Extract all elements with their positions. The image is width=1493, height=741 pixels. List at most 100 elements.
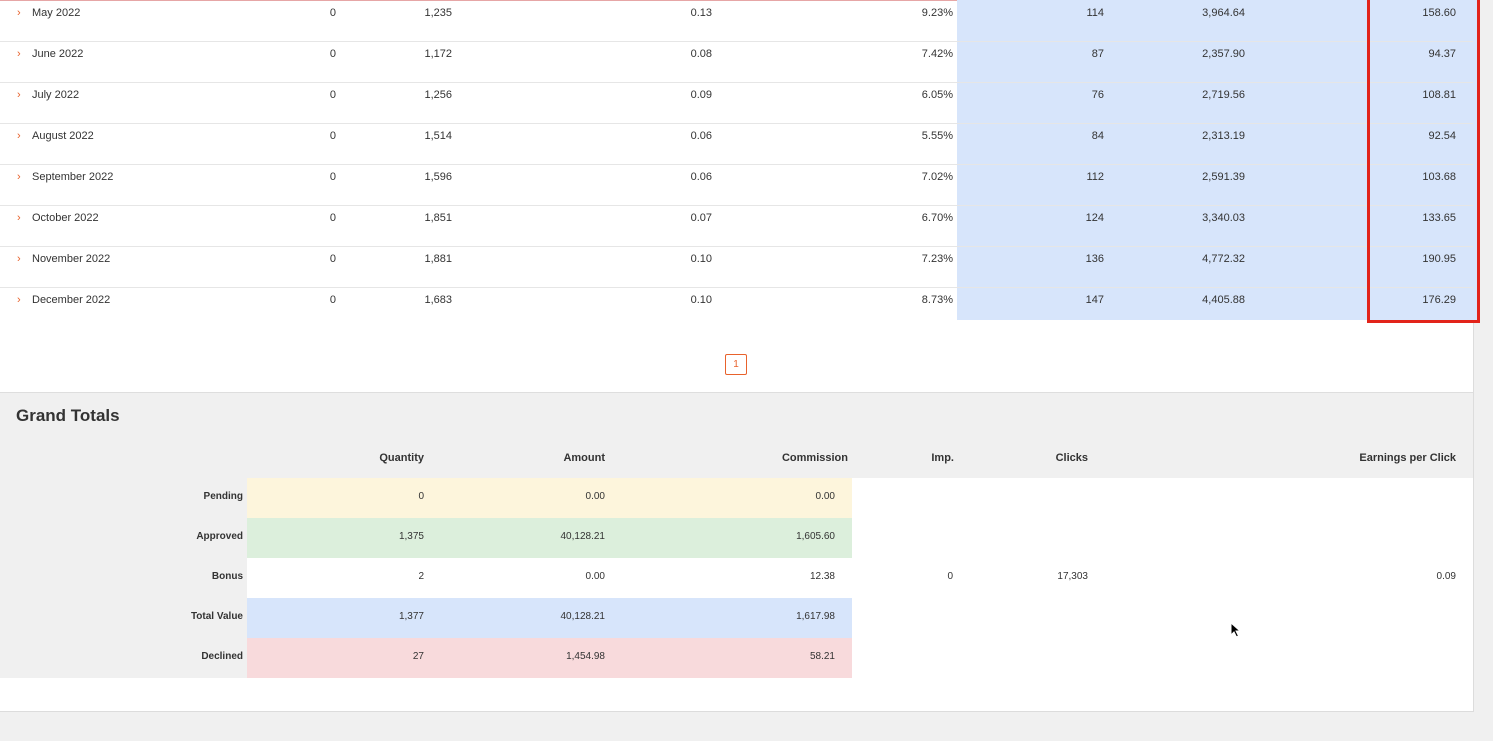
cell-col3: 0.10 xyxy=(690,253,712,265)
chevron-right-icon[interactable]: › xyxy=(17,7,21,19)
table-row[interactable]: › December 2022 0 1,683 0.10 8.73% 147 4,405.88… xyxy=(0,287,1473,328)
chevron-right-icon[interactable]: › xyxy=(17,130,21,142)
grand-totals-row: Pending 0 0.00 0.00 xyxy=(0,478,1473,518)
grand-totals-row: Approved 1,375 40,128.21 1,605.60 xyxy=(0,518,1473,558)
cell-amount: 40,128.21 xyxy=(560,611,606,622)
cell-col6: 2,357.90 xyxy=(1202,48,1245,60)
table-row[interactable]: › August 2022 0 1,514 0.06 5.55% 84 2,313.19 92.… xyxy=(0,123,1473,165)
row-status-fill xyxy=(247,518,852,558)
row-label: Declined xyxy=(201,651,243,662)
row-month-label[interactable]: November 2022 xyxy=(32,253,111,265)
row-month-label[interactable]: October 2022 xyxy=(32,212,99,224)
grand-totals-column-headers: Quantity Amount Commission Imp. Clicks E… xyxy=(0,438,1473,478)
chevron-right-icon[interactable]: › xyxy=(17,171,21,183)
table-row[interactable]: › November 2022 0 1,881 0.10 7.23% 136 4,772.32… xyxy=(0,246,1473,288)
cell-col3: 0.07 xyxy=(690,212,712,224)
grand-totals-title: Grand Totals xyxy=(16,406,120,425)
table-row[interactable]: › July 2022 0 1,256 0.09 6.05% 76 2,719.56 108.8… xyxy=(0,82,1473,124)
cell-col7: 108.81 xyxy=(1422,89,1456,101)
cell-col6: 4,772.32 xyxy=(1202,253,1245,265)
cell-col2: 1,683 xyxy=(424,294,452,306)
table-row[interactable]: › June 2022 0 1,172 0.08 7.42% 87 2,357.90 94.37 xyxy=(0,41,1473,83)
cell-commission: 1,605.60 xyxy=(796,531,835,542)
cell-commission: 58.21 xyxy=(809,651,835,662)
row-label-cell: Bonus xyxy=(0,558,247,598)
row-label: Total Value xyxy=(190,611,243,622)
cell-col5: 136 xyxy=(1085,253,1104,265)
row-label: Pending xyxy=(203,491,243,502)
pagination-page-1[interactable]: 1 xyxy=(725,354,747,375)
cell-col1: 0 xyxy=(329,171,336,183)
cell-col3: 0.08 xyxy=(690,48,712,60)
row-status-fill xyxy=(247,598,852,638)
cell-clicks: 17,303 xyxy=(1057,571,1088,582)
cell-col4: 7.23% xyxy=(921,253,953,265)
cell-col3: 0.10 xyxy=(690,294,712,306)
cell-quantity: 1,375 xyxy=(398,531,424,542)
cell-col4: 7.42% xyxy=(921,48,953,60)
cell-col4: 6.70% xyxy=(921,212,953,224)
cell-col1: 0 xyxy=(329,253,336,265)
cell-col1: 0 xyxy=(329,130,336,142)
col-earnings-per-click: Earnings per Click xyxy=(1359,452,1456,464)
cell-col6: 3,964.64 xyxy=(1202,7,1245,19)
row-month-label[interactable]: July 2022 xyxy=(32,89,80,101)
col-quantity: Quantity xyxy=(379,452,424,464)
cell-col1: 0 xyxy=(329,294,336,306)
chevron-right-icon[interactable]: › xyxy=(17,253,21,265)
row-month-label[interactable]: December 2022 xyxy=(32,294,111,306)
cell-col7: 94.37 xyxy=(1428,48,1456,60)
row-label-cell: Approved xyxy=(0,518,247,558)
cell-col5: 147 xyxy=(1085,294,1104,306)
cell-col3: 0.06 xyxy=(690,130,712,142)
row-month-label[interactable]: May 2022 xyxy=(32,7,81,19)
cell-commission: 0.00 xyxy=(815,491,835,502)
cell-col2: 1,596 xyxy=(424,171,452,183)
highlight-box xyxy=(1367,0,1480,323)
row-label-cell: Declined xyxy=(0,638,247,678)
cell-col4: 8.73% xyxy=(921,294,953,306)
cell-col7: 176.29 xyxy=(1422,294,1456,306)
row-label: Approved xyxy=(196,531,243,542)
row-label: Bonus xyxy=(211,571,243,582)
cell-earnings-per-click: 0.09 xyxy=(1436,571,1456,582)
cell-col1: 0 xyxy=(329,212,336,224)
row-month-label[interactable]: August 2022 xyxy=(32,130,94,142)
cell-col7: 190.95 xyxy=(1422,253,1456,265)
row-month-label[interactable]: September 2022 xyxy=(32,171,114,183)
cell-amount: 0.00 xyxy=(585,571,605,582)
grand-totals-row: Bonus 2 0.00 12.38 0 17,303 0.09 xyxy=(0,558,1473,598)
cell-col5: 87 xyxy=(1091,48,1104,60)
row-month-label[interactable]: June 2022 xyxy=(32,48,84,60)
row-label-cell: Total Value xyxy=(0,598,247,638)
cell-col4: 5.55% xyxy=(921,130,953,142)
row-label-cell: Pending xyxy=(0,478,247,518)
chevron-right-icon[interactable]: › xyxy=(17,212,21,224)
table-row[interactable]: › September 2022 0 1,596 0.06 7.02% 112 2,591.3… xyxy=(0,164,1473,206)
top-border xyxy=(0,0,1473,1)
table-row[interactable]: › May 2022 0 1,235 0.13 9.23% 114 3,964.64 158.6… xyxy=(0,0,1473,42)
cell-col5: 84 xyxy=(1091,130,1104,142)
grand-totals-row: Total Value 1,377 40,128.21 1,617.98 xyxy=(0,598,1473,638)
cell-col6: 2,313.19 xyxy=(1202,130,1245,142)
cell-quantity: 27 xyxy=(412,651,424,662)
chevron-right-icon[interactable]: › xyxy=(17,89,21,101)
cell-col1: 0 xyxy=(329,89,336,101)
col-imp: Imp. xyxy=(931,452,954,464)
cell-col4: 6.05% xyxy=(921,89,953,101)
cell-col5: 124 xyxy=(1085,212,1104,224)
chevron-right-icon[interactable]: › xyxy=(17,48,21,60)
cell-col3: 0.06 xyxy=(690,171,712,183)
chevron-right-icon[interactable]: › xyxy=(17,294,21,306)
cell-col1: 0 xyxy=(329,48,336,60)
highlighted-columns-background xyxy=(957,0,1477,320)
cell-quantity: 2 xyxy=(418,571,424,582)
cell-col2: 1,881 xyxy=(424,253,452,265)
cell-col6: 3,340.03 xyxy=(1202,212,1245,224)
cell-col7: 158.60 xyxy=(1422,7,1456,19)
cell-col5: 112 xyxy=(1086,171,1104,183)
table-row[interactable]: › October 2022 0 1,851 0.07 6.70% 124 3,340.03 1… xyxy=(0,205,1473,247)
row-status-fill xyxy=(247,478,852,518)
cell-quantity: 0 xyxy=(418,491,424,502)
cell-col4: 9.23% xyxy=(921,7,953,19)
